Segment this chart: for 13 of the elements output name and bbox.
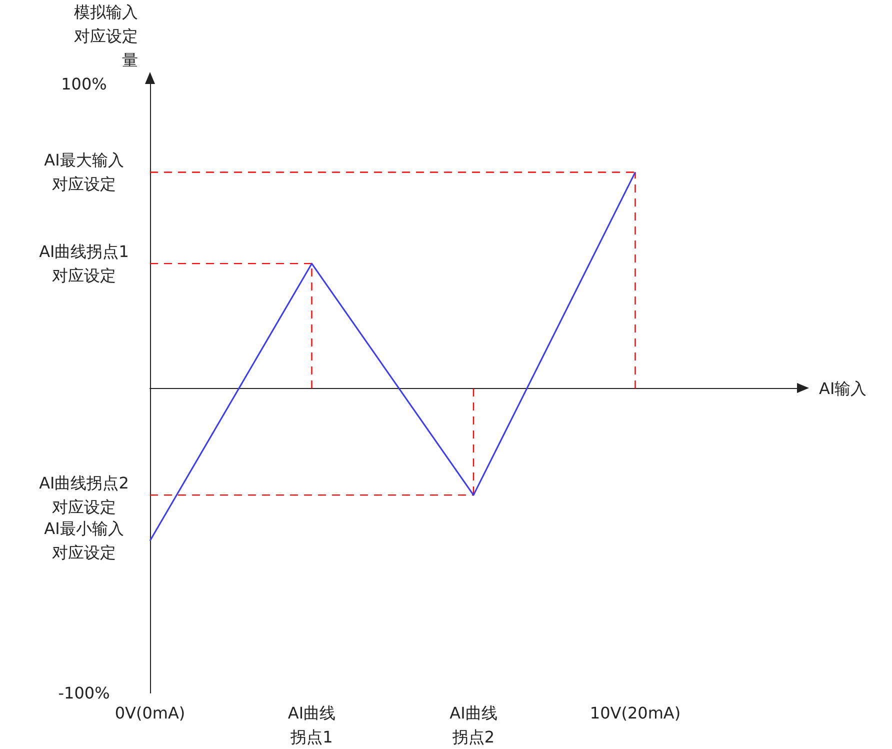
- y-tick-label: AI最小输入对应设定: [44, 519, 124, 562]
- y-tick-label: AI曲线拐点2对应设定: [39, 474, 129, 517]
- y-tick-label: 100%: [61, 74, 107, 94]
- y-tick-label: AI曲线拐点1对应设定: [39, 242, 129, 286]
- x-tick-label: AI曲线拐点1: [288, 704, 336, 746]
- x-tick-label: 10V(20mA): [590, 704, 681, 722]
- line-series: [149, 171, 636, 542]
- y-tick-label: AI最大输入对应设定: [44, 150, 124, 194]
- y-axis-title: 模拟输入对应设定量: [74, 2, 138, 70]
- x-axis-title: AI输入: [819, 378, 867, 398]
- y-tick-label: -100%: [58, 684, 110, 702]
- x-tick-label: AI曲线拐点2: [450, 704, 498, 746]
- x-tick-label: 0V(0mA): [114, 704, 186, 722]
